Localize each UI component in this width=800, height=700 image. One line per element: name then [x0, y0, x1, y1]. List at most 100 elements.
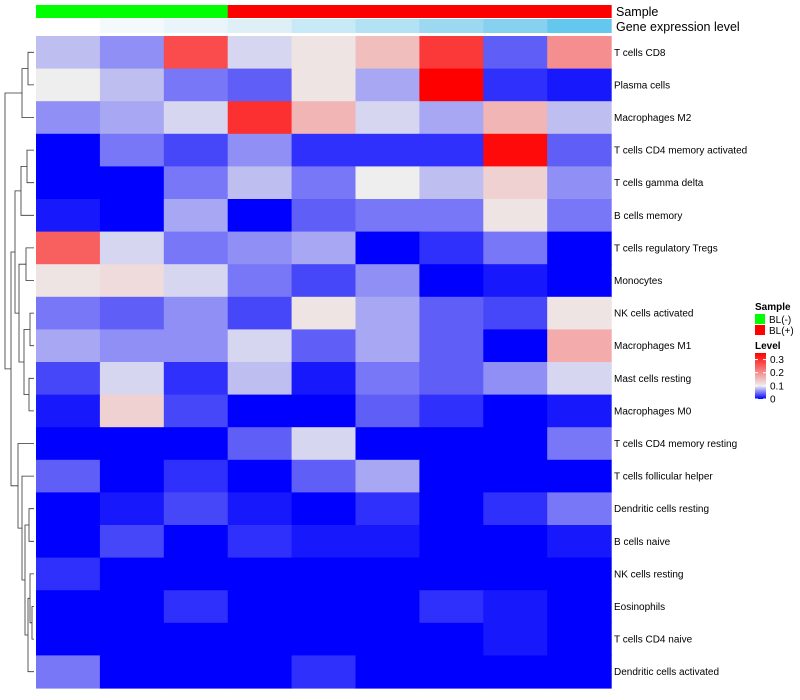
heatmap-cell	[291, 590, 357, 624]
heatmap-cell	[36, 525, 101, 559]
heatmap-cell	[36, 264, 101, 298]
gene-annotation-title: Gene expression level	[616, 20, 740, 34]
heatmap-cell	[163, 329, 229, 363]
heatmap-cell	[291, 557, 357, 591]
row-label: Dendritic cells activated	[614, 667, 719, 678]
heatmap-cell	[291, 492, 357, 526]
heatmap-cell	[483, 264, 548, 298]
heatmap-cell	[36, 296, 101, 330]
heatmap-cell	[227, 329, 293, 363]
gene-level-annotation-cell	[36, 19, 101, 33]
heatmap-cell	[163, 427, 229, 461]
heatmap-cell	[99, 329, 165, 363]
heatmap-cell	[99, 296, 165, 330]
sample-annotation-cell	[291, 5, 357, 18]
heatmap-cell	[163, 590, 229, 624]
heatmap-cell	[355, 427, 420, 461]
row-label: T cells CD4 naive	[614, 635, 693, 646]
heatmap-cell	[291, 264, 357, 298]
heatmap-cell	[99, 427, 165, 461]
heatmap-cell	[355, 362, 420, 396]
heatmap-cell	[99, 525, 165, 559]
heatmap-cell	[99, 36, 165, 70]
row-label: T cells CD8	[614, 48, 666, 59]
heatmap-cell	[547, 133, 612, 167]
heatmap-cell	[419, 68, 484, 102]
row-label: T cells regulatory Tregs	[614, 243, 718, 254]
heatmap-cell	[547, 492, 612, 526]
dendrogram-branch	[28, 508, 34, 542]
heatmap-cell	[291, 329, 357, 363]
row-labels: T cells CD8 Plasma cells Macrophages M2 T c…	[614, 48, 747, 678]
heatmap-cell	[291, 133, 357, 167]
heatmap-cell	[291, 199, 357, 233]
heatmap-cell	[419, 329, 484, 363]
heatmap-cell	[291, 68, 357, 102]
heatmap-cell	[291, 622, 357, 656]
heatmap-cell	[163, 133, 229, 167]
heatmap-cell	[163, 36, 229, 70]
heatmap-cell	[547, 101, 612, 135]
heatmap-cell	[36, 459, 101, 493]
heatmap-cell	[291, 166, 357, 200]
heatmap-cell	[227, 68, 293, 102]
heatmap-cell	[36, 36, 101, 70]
dendrogram-branch	[18, 263, 26, 363]
dendrogram-branch	[27, 597, 34, 673]
heatmap-cell	[163, 394, 229, 428]
heatmap-cell	[36, 655, 101, 689]
heatmap-cell	[227, 166, 293, 200]
heatmap-cell	[99, 622, 165, 656]
legend: Sample BL(-) BL(+) Level 0.3 0.2 0.1 0	[755, 302, 794, 406]
heatmap-cell	[483, 427, 548, 461]
heatmap-cell	[547, 329, 612, 363]
heatmap-cell	[547, 427, 612, 461]
heatmap-cell	[355, 264, 420, 298]
heatmap-cell	[227, 133, 293, 167]
heatmap-cell	[419, 199, 484, 233]
sample-annotation-cell	[163, 5, 229, 18]
heatmap-cell	[99, 590, 165, 624]
row-label: NK cells resting	[614, 569, 683, 580]
heatmap-cell	[99, 394, 165, 428]
heatmap-cell	[99, 362, 165, 396]
dendrogram-branch	[28, 377, 34, 412]
legend-tick-label: 0	[770, 395, 776, 406]
legend-level-ticks: 0.3 0.2 0.1 0	[755, 355, 784, 406]
legend-swatch-bl-neg	[755, 314, 765, 324]
heatmap-cell	[483, 492, 548, 526]
heatmap-cell	[355, 101, 420, 135]
heatmap-cell	[99, 68, 165, 102]
row-label: Macrophages M0	[614, 406, 692, 417]
heatmap-cell	[483, 296, 548, 330]
heatmap-cell	[99, 166, 165, 200]
heatmap-cell	[483, 166, 548, 200]
heatmap-cell	[227, 101, 293, 135]
heatmap-cell	[483, 525, 548, 559]
heatmap-cell	[419, 427, 484, 461]
row-label: T cells follicular helper	[614, 472, 713, 483]
heatmap-cell	[355, 525, 420, 559]
heatmap-cell	[355, 68, 420, 102]
heatmap-cell	[547, 459, 612, 493]
heatmap-cell	[227, 296, 293, 330]
heatmap-cell	[163, 264, 229, 298]
legend-level-title: Level	[755, 341, 781, 352]
heatmap-cell	[36, 133, 101, 167]
heatmap-cell	[227, 199, 293, 233]
heatmap-cell	[227, 622, 293, 656]
heatmap-cell	[291, 101, 357, 135]
dendrogram-branch	[21, 475, 34, 581]
row-label: T cells gamma delta	[614, 178, 704, 189]
heatmap-cell	[355, 296, 420, 330]
row-label: Macrophages M2	[614, 113, 692, 124]
heatmap-cell	[547, 166, 612, 200]
gene-level-annotation-cell	[99, 19, 165, 33]
heatmap-cell	[547, 525, 612, 559]
row-label: T cells CD4 memory resting	[614, 439, 737, 450]
heatmap-cell	[419, 101, 484, 135]
heatmap-cell	[227, 394, 293, 428]
heatmap-cell	[163, 296, 229, 330]
heatmap-cells	[36, 36, 612, 689]
